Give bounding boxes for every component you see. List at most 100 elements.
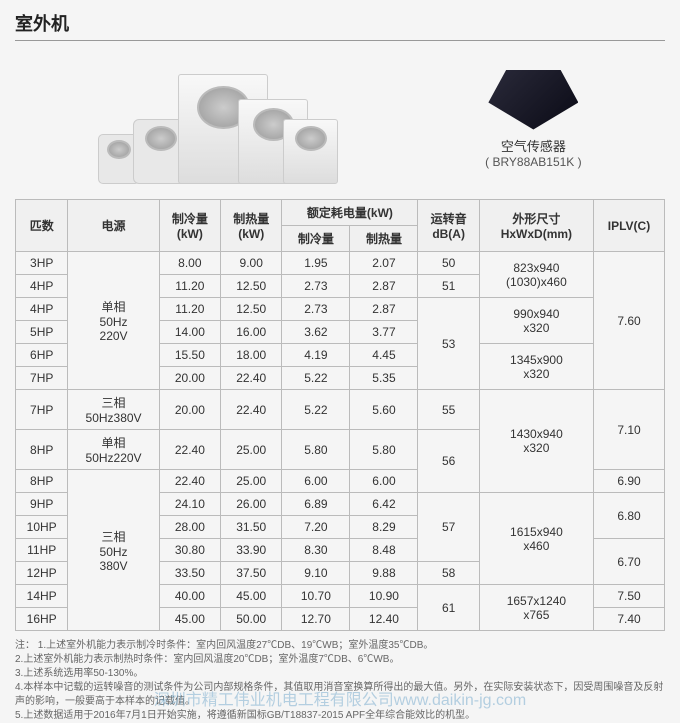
- cell: 5.35: [350, 367, 418, 390]
- cell: 4.19: [282, 344, 350, 367]
- cell: 6.70: [593, 539, 664, 585]
- cell: 53: [418, 298, 479, 390]
- hero-row: 空气传感器 ( BRY88AB151K ): [15, 49, 665, 189]
- cell: 6HP: [16, 344, 68, 367]
- sensor-block: 空气传感器 ( BRY88AB151K ): [485, 70, 582, 169]
- col-noise: 运转音 dB(A): [418, 200, 479, 252]
- cell: 5.22: [282, 390, 350, 430]
- cell: 22.40: [159, 470, 220, 493]
- cell: 8.48: [350, 539, 418, 562]
- col-cool: 制冷量 (kW): [159, 200, 220, 252]
- cell: 22.40: [221, 390, 282, 430]
- cell: 31.50: [221, 516, 282, 539]
- cell: 50: [418, 252, 479, 275]
- cell: 三相 50Hz 380V: [68, 470, 159, 631]
- section-title: 室外机: [15, 10, 665, 36]
- cell: 25.00: [221, 470, 282, 493]
- outdoor-units-image: [98, 54, 318, 184]
- cell: 10.70: [282, 585, 350, 608]
- cell: 22.40: [159, 430, 220, 470]
- cell: 12.50: [221, 275, 282, 298]
- cell: 50.00: [221, 608, 282, 631]
- cell: 37.50: [221, 562, 282, 585]
- cell: 12HP: [16, 562, 68, 585]
- cell: 2.73: [282, 298, 350, 321]
- cell: 2.87: [350, 275, 418, 298]
- cell: 9.00: [221, 252, 282, 275]
- cell: 24.10: [159, 493, 220, 516]
- cell: 11.20: [159, 275, 220, 298]
- cell: 16HP: [16, 608, 68, 631]
- cell: 7.20: [282, 516, 350, 539]
- cell: 6.00: [282, 470, 350, 493]
- cell: 4HP: [16, 275, 68, 298]
- cell: 4.45: [350, 344, 418, 367]
- cell: 6.90: [593, 470, 664, 493]
- cell: 40.00: [159, 585, 220, 608]
- spec-table: 匹数 电源 制冷量 (kW) 制热量 (kW) 额定耗电量(kW) 运转音 dB…: [15, 199, 665, 631]
- cell: 51: [418, 275, 479, 298]
- cell: 16.00: [221, 321, 282, 344]
- cell: 2.07: [350, 252, 418, 275]
- cell: 823x940 (1030)x460: [479, 252, 593, 298]
- cell: 6.89: [282, 493, 350, 516]
- cell: 11.20: [159, 298, 220, 321]
- cell: 1345x900 x320: [479, 344, 593, 390]
- cell: 2.73: [282, 275, 350, 298]
- cell: 45.00: [221, 585, 282, 608]
- col-power: 电源: [68, 200, 159, 252]
- cell: 58: [418, 562, 479, 585]
- cell: 6.42: [350, 493, 418, 516]
- cell: 1615x940 x460: [479, 493, 593, 585]
- cell: 8.00: [159, 252, 220, 275]
- cell: 55: [418, 390, 479, 430]
- cell: 8.29: [350, 516, 418, 539]
- cell: 14.00: [159, 321, 220, 344]
- cell: 12.70: [282, 608, 350, 631]
- cell: 14HP: [16, 585, 68, 608]
- sensor-label: 空气传感器: [485, 136, 582, 155]
- cell: 7.50: [593, 585, 664, 608]
- cell: 61: [418, 585, 479, 631]
- cell: 26.00: [221, 493, 282, 516]
- cell: 1.95: [282, 252, 350, 275]
- cell: 三相 50Hz380V: [68, 390, 159, 430]
- cell: 10HP: [16, 516, 68, 539]
- col-rated-group: 额定耗电量(kW): [282, 200, 418, 226]
- cell: 8HP: [16, 470, 68, 493]
- cell: 45.00: [159, 608, 220, 631]
- cell: 5.80: [350, 430, 418, 470]
- cell: 1657x1240 x765: [479, 585, 593, 631]
- cell: 4HP: [16, 298, 68, 321]
- col-rated-heat: 制热量: [350, 226, 418, 252]
- cell: 57: [418, 493, 479, 562]
- cell: 9.88: [350, 562, 418, 585]
- notes-label: 注：: [15, 639, 35, 653]
- cell: 9.10: [282, 562, 350, 585]
- cell: 30.80: [159, 539, 220, 562]
- cell: 10.90: [350, 585, 418, 608]
- footnotes: 注： 1.上述室外机能力表示制冷时条件：室内回风温度27℃DB、19℃WB；室外…: [15, 639, 665, 723]
- cell: 25.00: [221, 430, 282, 470]
- cell: 7.40: [593, 608, 664, 631]
- cell: 6.80: [593, 493, 664, 539]
- cell: 8HP: [16, 430, 68, 470]
- cell: 7HP: [16, 367, 68, 390]
- cell: 单相 50Hz 220V: [68, 252, 159, 390]
- cell: 22.40: [221, 367, 282, 390]
- col-size: 外形尺寸 HxWxD(mm): [479, 200, 593, 252]
- cell: 7.60: [593, 252, 664, 390]
- cell: 5HP: [16, 321, 68, 344]
- cell: 1430x940 x320: [479, 390, 593, 493]
- cell: 33.90: [221, 539, 282, 562]
- cell: 7HP: [16, 390, 68, 430]
- cell: 20.00: [159, 367, 220, 390]
- col-hp: 匹数: [16, 200, 68, 252]
- sensor-image: [488, 70, 578, 130]
- cell: 3.77: [350, 321, 418, 344]
- cell: 5.60: [350, 390, 418, 430]
- cell: 3.62: [282, 321, 350, 344]
- cell: 990x940 x320: [479, 298, 593, 344]
- cell: 15.50: [159, 344, 220, 367]
- col-iplv: IPLV(C): [593, 200, 664, 252]
